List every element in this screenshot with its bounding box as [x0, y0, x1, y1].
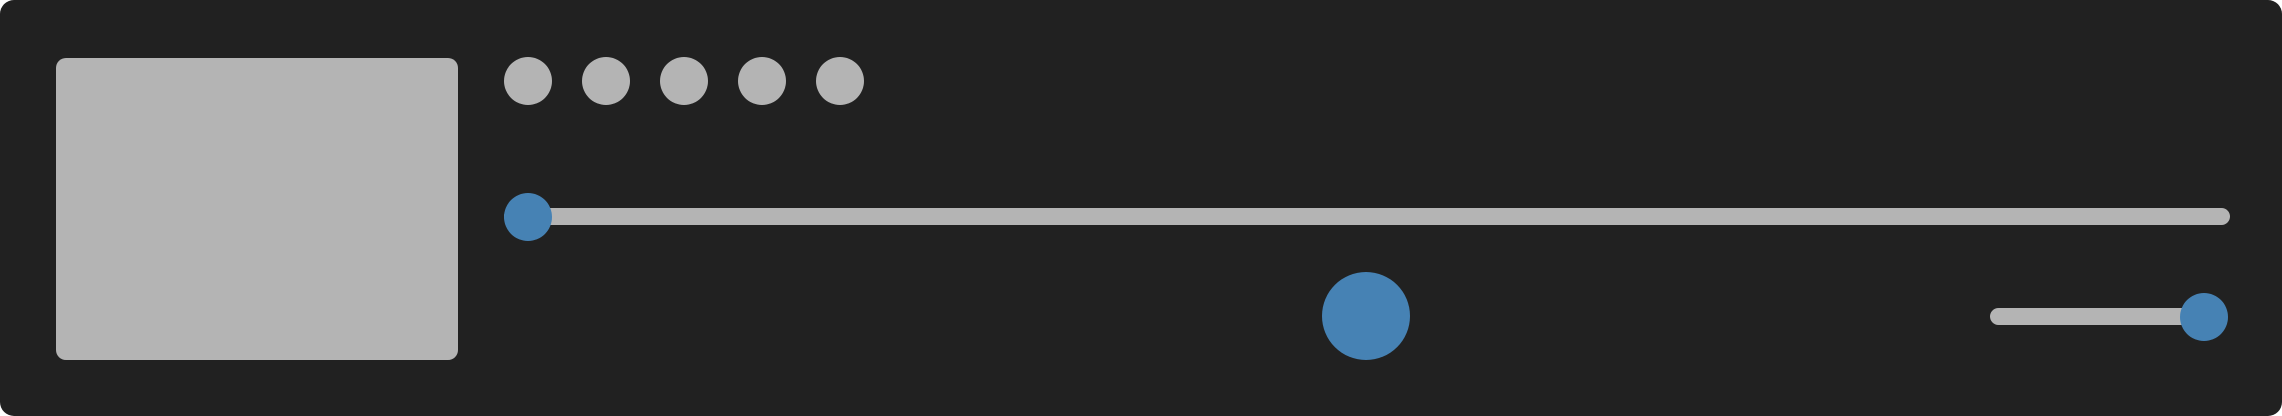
progress-thumb[interactable] [504, 193, 552, 241]
playlist-dot-1[interactable] [504, 57, 552, 105]
volume-thumb[interactable] [2180, 293, 2228, 341]
playlist-dot-4[interactable] [738, 57, 786, 105]
playlist-dot-5[interactable] [816, 57, 864, 105]
playlist-dot-2[interactable] [582, 57, 630, 105]
play-button[interactable] [1322, 272, 1410, 360]
progress-track[interactable] [504, 208, 2230, 225]
volume-track[interactable] [1990, 308, 2226, 325]
playlist-dot-3[interactable] [660, 57, 708, 105]
album-artwork-placeholder [56, 58, 458, 360]
